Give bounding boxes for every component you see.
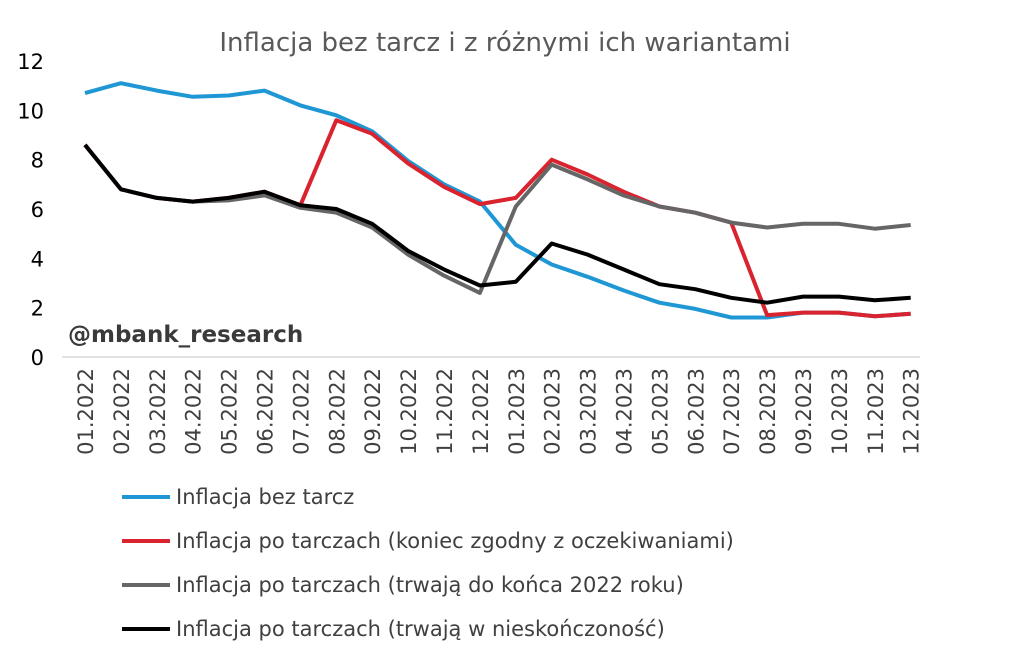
- y-tick-label: 6: [31, 198, 44, 222]
- x-tick-label: 06.2023: [684, 368, 708, 455]
- x-tick-label: 07.2022: [289, 368, 313, 455]
- x-tick-label: 12.2023: [900, 368, 924, 455]
- x-tick-label: 02.2022: [110, 368, 134, 455]
- legend-label: Inflacja po tarczach (trwają w nieskończ…: [176, 617, 665, 641]
- y-tick-label: 4: [31, 247, 44, 271]
- x-tick-label: 03.2023: [577, 368, 601, 455]
- y-tick-label: 10: [17, 99, 44, 123]
- x-tick-label: 11.2023: [864, 368, 888, 455]
- legend-label: Inflacja po tarczach (trwają do końca 20…: [176, 573, 684, 597]
- chart-legend: Inflacja bez tarcz Inflacja po tarczach (…: [122, 475, 734, 651]
- x-tick-label: 04.2022: [182, 368, 206, 455]
- x-tick-label: 01.2023: [505, 368, 529, 455]
- series-line-3: [83, 143, 911, 295]
- x-tick-label: 08.2022: [325, 368, 349, 455]
- legend-label: Inflacja po tarczach (koniec zgodny z oc…: [176, 529, 734, 553]
- x-tick-label: 11.2022: [433, 368, 457, 455]
- legend-item-1: Inflacja bez tarcz: [122, 475, 734, 519]
- y-tick-label: 8: [31, 149, 44, 173]
- x-tick-label: 02.2023: [541, 368, 565, 455]
- y-tick-label: 12: [17, 50, 44, 74]
- y-tick-label: 0: [31, 346, 44, 370]
- x-tick-label: 05.2023: [648, 368, 672, 455]
- y-tick-label: 2: [31, 297, 44, 321]
- x-tick-label: 03.2022: [146, 368, 170, 455]
- x-tick-label: 09.2023: [792, 368, 816, 455]
- y-axis-tick-labels: 0 2 4 6 8 10 12: [17, 50, 44, 370]
- legend-swatch: [122, 539, 170, 543]
- series-line-4: [83, 143, 911, 305]
- legend-label: Inflacja bez tarcz: [176, 485, 355, 509]
- legend-swatch: [122, 495, 170, 499]
- x-tick-label: 04.2023: [613, 368, 637, 455]
- legend-item-2: Inflacja po tarczach (koniec zgodny z oc…: [122, 519, 734, 563]
- series-line-2: [83, 118, 911, 319]
- legend-swatch: [122, 583, 170, 587]
- x-tick-label: 10.2023: [828, 368, 852, 455]
- x-axis-tick-labels: 01.2022 02.2022 03.2022 04.2022 05.2022 06.20…: [74, 368, 924, 455]
- watermark-text: @mbank_research: [68, 322, 304, 348]
- x-tick-label: 01.2022: [74, 368, 98, 455]
- x-tick-label: 10.2022: [397, 368, 421, 455]
- chart-title: Inflacja bez tarcz i z różnymi ich waria…: [219, 28, 791, 58]
- x-tick-label: 07.2023: [720, 368, 744, 455]
- series-lines: [83, 81, 911, 320]
- x-tick-label: 06.2022: [254, 368, 278, 455]
- x-tick-label: 05.2022: [218, 368, 242, 455]
- legend-item-3: Inflacja po tarczach (trwają do końca 20…: [122, 563, 734, 607]
- x-tick-label: 09.2022: [361, 368, 385, 455]
- legend-item-4: Inflacja po tarczach (trwają w nieskończ…: [122, 607, 734, 651]
- legend-swatch: [122, 627, 170, 631]
- x-tick-label: 08.2023: [756, 368, 780, 455]
- x-tick-label: 12.2022: [469, 368, 493, 455]
